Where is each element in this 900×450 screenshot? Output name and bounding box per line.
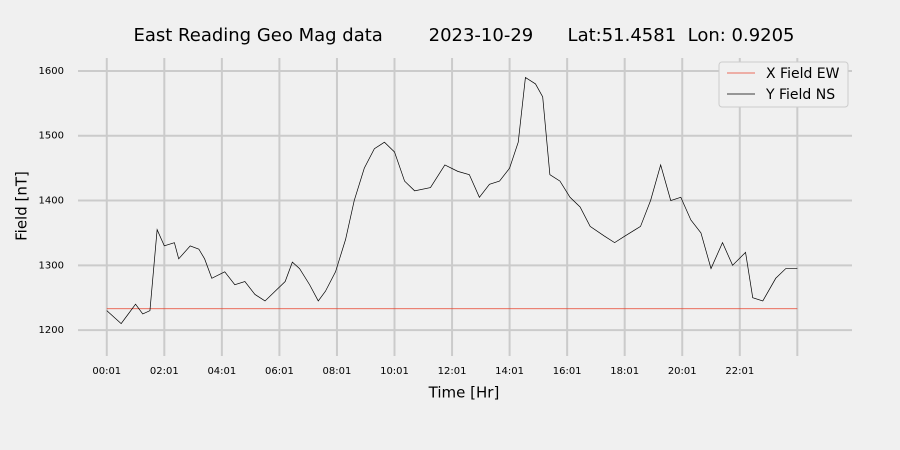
y-tick-label: 1600 (39, 66, 64, 77)
legend-label: X Field EW (766, 66, 840, 82)
x-tick-label: 06:01 (265, 366, 294, 377)
x-tick-label: 20:01 (668, 366, 697, 377)
x-axis-label: Time [Hr] (428, 384, 500, 402)
x-tick-label: 16:01 (553, 366, 582, 377)
x-tick-label: 10:01 (380, 366, 409, 377)
data-line (106, 76, 798, 325)
x-tick-label: 12:01 (438, 366, 467, 377)
x-tick-label: 08:01 (323, 366, 352, 377)
y-tick-label: 1300 (39, 260, 64, 271)
x-tick-label: 18:01 (610, 366, 639, 377)
y-tick-label: 1500 (39, 131, 64, 142)
x-tick-label: 14:01 (495, 366, 524, 377)
x-tick-label: 02:01 (150, 366, 179, 377)
y-axis-label: Field [nT] (13, 171, 31, 241)
x-tick-label: 00:01 (92, 366, 121, 377)
legend-label: Y Field NS (765, 87, 835, 103)
x-tick-label: 04:01 (207, 366, 236, 377)
x-tick-label: 22:01 (725, 366, 754, 377)
y-tick-label: 1200 (39, 325, 64, 336)
y-tick-label: 1400 (39, 196, 64, 207)
chart-title: East Reading Geo Mag data 2023-10-29 Lat… (133, 25, 794, 46)
